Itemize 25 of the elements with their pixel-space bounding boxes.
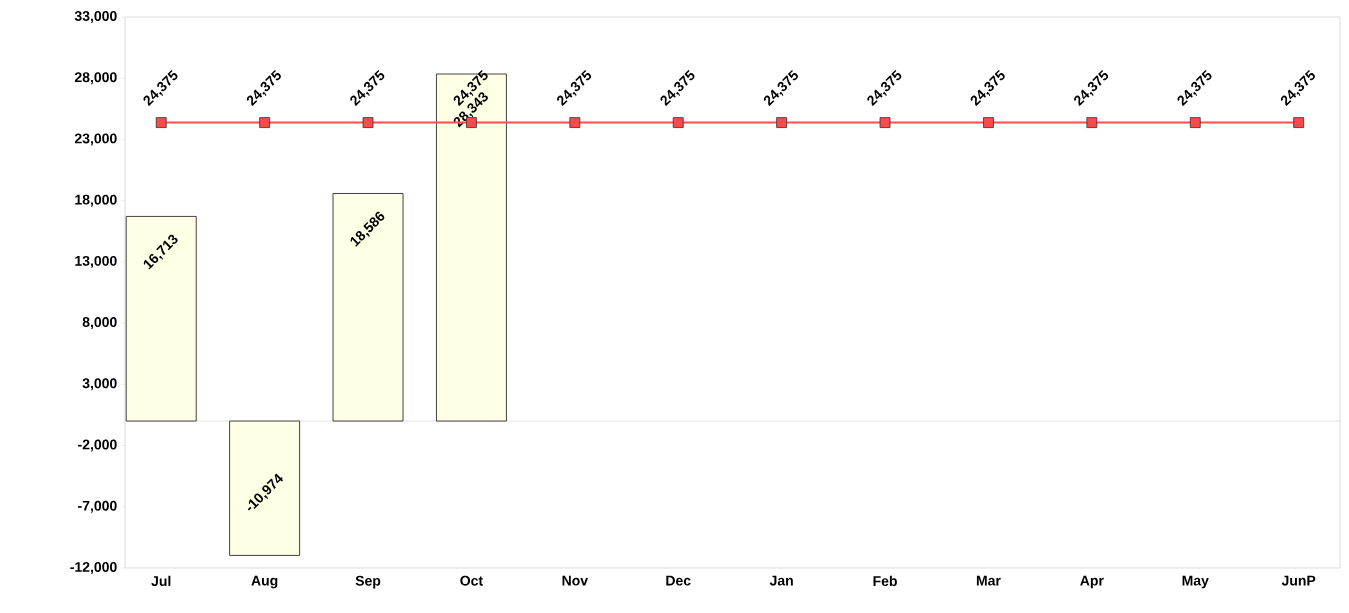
x-tick-label: Apr bbox=[1080, 575, 1104, 589]
y-tick-label: -7,000 bbox=[78, 500, 117, 513]
x-tick-label: Sep bbox=[355, 575, 381, 589]
x-tick-label: JunP bbox=[1281, 575, 1316, 586]
x-tick-label: May bbox=[1182, 575, 1209, 589]
x-tick-label: Oct bbox=[460, 575, 483, 586]
y-tick-label: -12,000 bbox=[70, 562, 117, 574]
y-tick-label: -2,000 bbox=[78, 439, 117, 452]
y-tick-label: 13,000 bbox=[75, 255, 117, 268]
x-tick-label: Jan bbox=[769, 575, 793, 586]
x-tick-label: Aug bbox=[251, 575, 278, 589]
y-tick-label: 23,000 bbox=[74, 133, 117, 146]
x-tick-label: Jul bbox=[151, 575, 171, 587]
x-tick-label: Nov bbox=[562, 575, 588, 586]
y-tick-label: 28,000 bbox=[74, 72, 117, 85]
x-tick-label: Dec bbox=[666, 575, 691, 586]
x-tick-label: Mar bbox=[976, 575, 1001, 586]
y-tick-label: 8,000 bbox=[82, 317, 117, 330]
x-tick-label: Feb bbox=[873, 575, 897, 587]
y-tick-label: 33,000 bbox=[74, 11, 117, 23]
bar bbox=[229, 420, 301, 556]
bar bbox=[125, 215, 197, 422]
bar bbox=[332, 192, 404, 422]
y-tick-label: 18,000 bbox=[75, 194, 117, 207]
y-tick-label: 3,000 bbox=[82, 378, 117, 391]
